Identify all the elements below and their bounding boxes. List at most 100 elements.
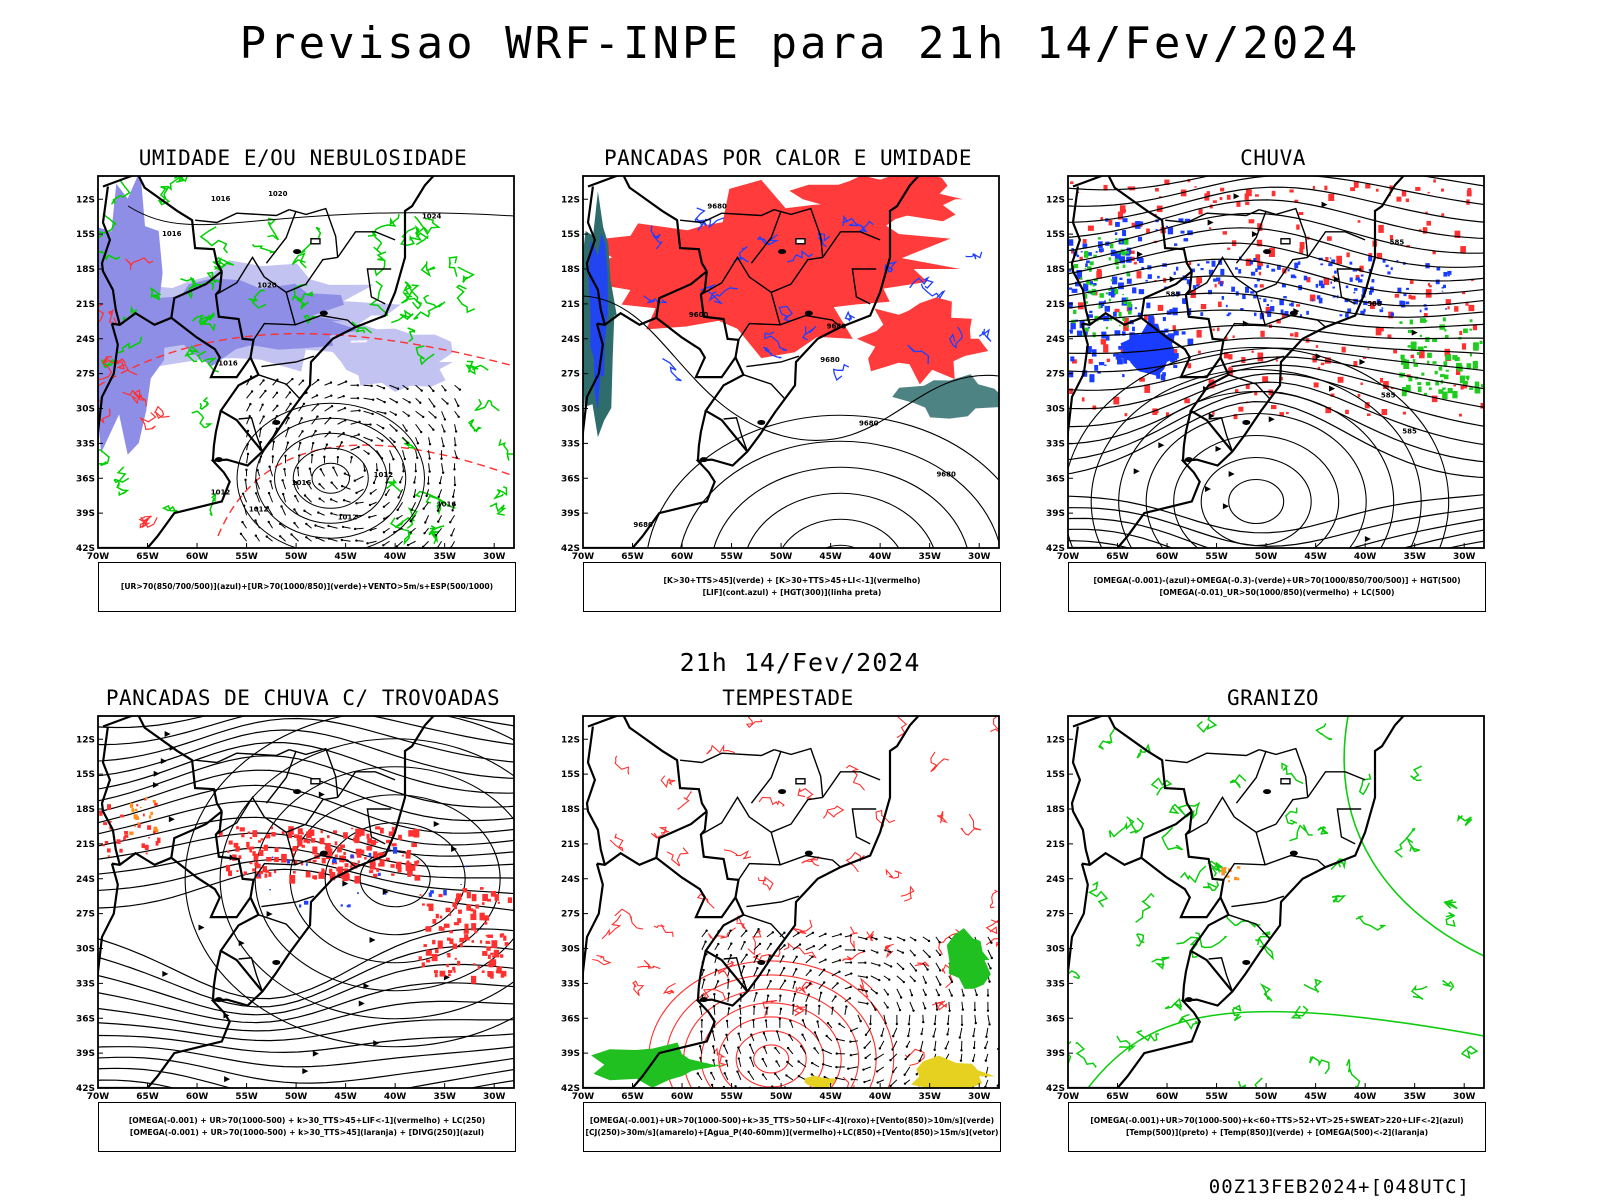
storm-area-red	[354, 875, 361, 884]
wind-vector-850	[986, 1009, 990, 1012]
country-border	[699, 271, 740, 358]
lon-tick-label: 35W	[1403, 1092, 1426, 1102]
storm-area-red	[470, 908, 474, 912]
rain-area-green	[1099, 293, 1104, 298]
storm-area-red	[452, 902, 457, 908]
wind-vector	[369, 492, 373, 495]
streamline	[1068, 199, 1484, 239]
rain-area-blue	[1403, 293, 1407, 297]
lat-tick-label: 15S	[76, 230, 95, 240]
humidity-contour-green	[414, 215, 441, 236]
precip-water-contour	[783, 941, 817, 959]
rain-area-blue	[1405, 287, 1409, 290]
rain-area-blue	[1320, 263, 1324, 266]
wind-vector-850	[793, 980, 797, 984]
lat-tick-label: 36S	[76, 474, 95, 484]
lat-tick-label: 30S	[76, 945, 95, 955]
wind-vector-850	[836, 982, 839, 985]
wind-vector-850	[756, 967, 759, 970]
rain-area-green	[1419, 318, 1426, 323]
rain-area-green	[1122, 264, 1126, 268]
storm-area-red	[466, 904, 472, 911]
precip-water-contour	[614, 908, 644, 930]
wind-vector	[457, 404, 460, 408]
wind-vector-850	[831, 933, 841, 938]
wind-vector-850	[1001, 1028, 1002, 1037]
wind-vector-850	[711, 1084, 714, 1088]
rain-area-red	[1200, 303, 1207, 310]
wind-vector	[353, 527, 357, 531]
wind-vector-850	[959, 1059, 963, 1062]
wind-vector-850	[864, 961, 867, 964]
rain-area-red	[1363, 356, 1367, 359]
wind-vector-850	[836, 1077, 845, 1081]
wind-vector	[309, 468, 313, 477]
wind-vector	[343, 406, 347, 410]
contour-label: 9680	[859, 419, 879, 427]
lat-tick-label: 12S	[76, 735, 95, 745]
wind-vector	[454, 443, 457, 447]
rain-area-blue	[1136, 256, 1143, 262]
temp850-contour-green	[1087, 1010, 1484, 1088]
rain-area-red	[1445, 299, 1451, 305]
rain-area-blue	[1219, 281, 1223, 287]
storm-area-red	[447, 973, 451, 977]
storm-area-red	[479, 912, 485, 921]
storm-area-red	[452, 968, 456, 971]
wind-vector-850	[920, 1040, 924, 1051]
wind-vector-850	[789, 1020, 794, 1029]
wind-vector	[341, 525, 345, 529]
wind-vector-850	[857, 975, 867, 978]
wind-vector-850	[813, 1047, 816, 1050]
rain-area-blue	[1088, 281, 1093, 285]
storm-area-red	[297, 828, 303, 835]
rain-area-red	[1223, 352, 1229, 359]
wind-vector	[454, 437, 456, 446]
humidity-contour-green	[267, 217, 280, 241]
wind-vector	[376, 423, 384, 429]
streamline	[1068, 176, 1484, 191]
precip-water-contour	[797, 788, 814, 800]
wind-vector-850	[800, 1046, 807, 1055]
wind-vector	[350, 446, 359, 451]
wind-vector	[254, 519, 257, 522]
rain-area-red	[1136, 271, 1142, 279]
rain-area-red	[1394, 293, 1400, 298]
lat-tick-label: 18S	[561, 265, 580, 275]
rain-area-blue	[1362, 287, 1367, 294]
rain-area-blue	[1082, 243, 1088, 248]
wind-vector	[396, 517, 399, 520]
wind-vector	[355, 527, 364, 530]
rain-area-green	[1428, 387, 1432, 390]
divergence-contour-blue	[460, 884, 462, 885]
lon-tick-label: 45W	[1304, 552, 1327, 562]
storm-area-red	[421, 903, 425, 906]
wind-vector-850	[889, 950, 892, 954]
wind-vector	[261, 403, 264, 406]
storm-area-red	[364, 857, 367, 860]
storm-area-red	[247, 831, 251, 834]
contour-label: 585	[1381, 392, 1396, 400]
wind-vector	[371, 398, 375, 401]
lat-tick-label: 12S	[561, 195, 580, 205]
rain-area-green	[1108, 257, 1112, 261]
streamline-arrow	[1411, 329, 1418, 336]
wind-vector	[428, 410, 436, 418]
wind-vector-850	[703, 978, 706, 981]
wind-vector	[357, 445, 360, 449]
humidity-contour-green	[390, 517, 413, 546]
wind-vector-850	[753, 955, 758, 964]
temp850-contour-green	[1226, 916, 1261, 928]
storm-area-red	[325, 842, 331, 851]
contour-label: 1016	[162, 230, 182, 238]
country-border	[1068, 323, 1089, 456]
rain-area-red	[1127, 186, 1131, 189]
wind-vector-850	[870, 962, 880, 966]
rain-area-green	[1440, 374, 1445, 378]
wind-vector	[337, 442, 343, 451]
legend-line-2: [OMEGA(-0.001) + UR>70(1000-500) + k>30_…	[129, 1128, 485, 1137]
humidity-area	[99, 278, 361, 367]
rain-area-blue	[1118, 282, 1124, 290]
rain-area-red	[1071, 359, 1077, 364]
